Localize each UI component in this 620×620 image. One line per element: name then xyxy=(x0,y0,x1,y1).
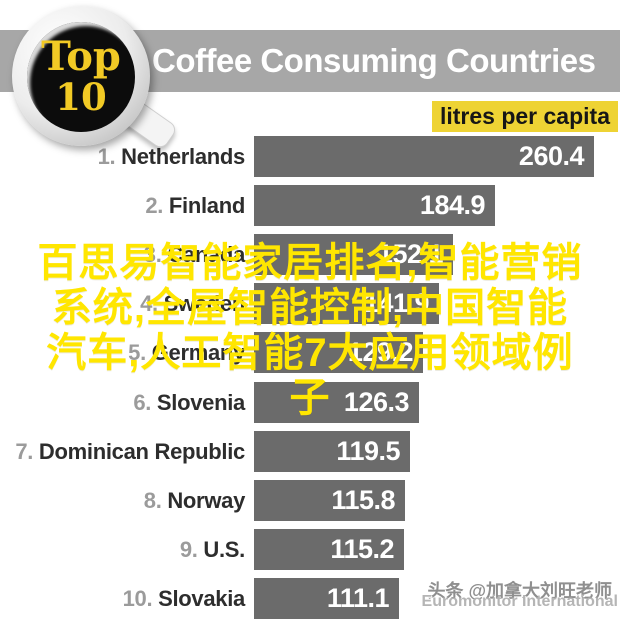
bar: 119.5 xyxy=(254,431,410,472)
bar-rank: 1. xyxy=(97,144,122,169)
bar-rank: 5. xyxy=(128,340,152,365)
bar-rank: 7. xyxy=(15,439,39,464)
bar-row: 8. Norway 115.8 xyxy=(0,480,620,521)
bar-row: 6. Slovenia 126.3 xyxy=(0,382,620,423)
bar-value: 129.2 xyxy=(347,337,414,367)
bar-row: 2. Finland 184.9 xyxy=(0,185,620,226)
bar-row: 4. Sweden 141.9 xyxy=(0,283,620,324)
badge-ten-text: 10 xyxy=(55,75,107,119)
bar-row-label: 2. Finland xyxy=(0,185,245,226)
byline-watermark: 头条 @加拿大刘旺老师 xyxy=(427,581,612,601)
badge-top-text: Top xyxy=(41,33,121,80)
coffee-surface-icon: Top 10 xyxy=(27,22,135,132)
bar-rank: 6. xyxy=(133,390,157,415)
bar-row-label: 7. Dominican Republic xyxy=(0,431,245,472)
bar-row: 3. Canada 152.1 xyxy=(0,234,620,275)
bar-rank: 3. xyxy=(143,242,168,267)
bar-row: 9. U.S. 115.2 xyxy=(0,529,620,570)
bar: 141.9 xyxy=(254,283,439,324)
unit-label: litres per capita xyxy=(431,101,618,132)
bar-row-label: 3. Canada xyxy=(0,234,246,275)
bar-row-label: 9. U.S. xyxy=(0,529,245,570)
bar-rank: 8. xyxy=(143,488,168,513)
bar-row: 5. Germany 129.2 xyxy=(0,332,620,373)
bar: 129.2 xyxy=(254,332,423,373)
source-watermark: Euromonitor International xyxy=(421,593,618,610)
bar-country: Canada xyxy=(167,242,245,267)
bar-country: Sweden xyxy=(163,291,246,316)
bar-rank: 10. xyxy=(122,586,159,611)
page-title: Coffee Consuming Countries xyxy=(152,42,596,79)
bar-country: Slovenia xyxy=(156,390,245,415)
bar: 111.1 xyxy=(254,578,399,619)
overlay-line: 百思易智能家居排名,智能营销 xyxy=(37,241,583,285)
overlay-line: 子 xyxy=(289,376,331,420)
bar-row-label: 10. Slovakia xyxy=(0,578,246,619)
bar-row-label: 1. Netherlands xyxy=(0,136,246,177)
bar-country: Slovakia xyxy=(158,586,245,611)
bar-row: 10. Slovakia 111.1 xyxy=(0,578,620,619)
bar-country: Finland xyxy=(168,193,245,218)
bar: 115.8 xyxy=(254,480,405,521)
bar-row: 1. Netherlands 260.4 xyxy=(0,136,620,177)
bar: 115.2 xyxy=(254,529,404,570)
overlay-line: 系统,全屋智能控制,中国智能 xyxy=(51,286,569,330)
bar: 126.3 xyxy=(254,382,419,423)
bar-value: 260.4 xyxy=(518,141,585,171)
top10-coffee-cup-badge: Top 10 xyxy=(12,4,179,154)
bar-rank: 9. xyxy=(179,537,204,562)
bar-value: 115.8 xyxy=(331,485,395,515)
cup-rim-icon: Top 10 xyxy=(12,6,150,146)
bar-value: 111.1 xyxy=(326,583,390,613)
bar-country: Germany xyxy=(151,340,246,365)
bar-country: Dominican Republic xyxy=(38,439,245,464)
bar-row-label: 8. Norway xyxy=(0,480,246,521)
bar-value: 141.9 xyxy=(363,288,430,318)
bar-value: 115.2 xyxy=(330,534,394,564)
chinese-overlay-text: 百思易智能家居排名,智能营销 系统,全屋智能控制,中国智能 汽车,人工智能7大应用领… xyxy=(0,241,620,421)
bar-row-label: 4. Sweden xyxy=(0,283,245,324)
bar-row: 7. Dominican Republic 119.5 xyxy=(0,431,620,472)
bar-value: 152.1 xyxy=(377,239,444,269)
bar-row-label: 6. Slovenia xyxy=(0,382,245,423)
bar: 260.4 xyxy=(254,136,594,177)
overlay-line: 汽车,人工智能7大应用领域例 xyxy=(46,331,574,375)
bar-country: Norway xyxy=(167,488,245,513)
bar-rank: 2. xyxy=(145,193,169,218)
bar-country: U.S. xyxy=(203,537,245,562)
bar-country: Netherlands xyxy=(121,144,245,169)
bar-value: 126.3 xyxy=(343,387,410,417)
bar: 184.9 xyxy=(254,185,495,226)
bar-value: 119.5 xyxy=(336,436,400,466)
bar-value: 184.9 xyxy=(419,190,486,220)
bar-row-label: 5. Germany xyxy=(0,332,245,373)
bar-rank: 4. xyxy=(140,291,164,316)
bar: 152.1 xyxy=(254,234,453,275)
